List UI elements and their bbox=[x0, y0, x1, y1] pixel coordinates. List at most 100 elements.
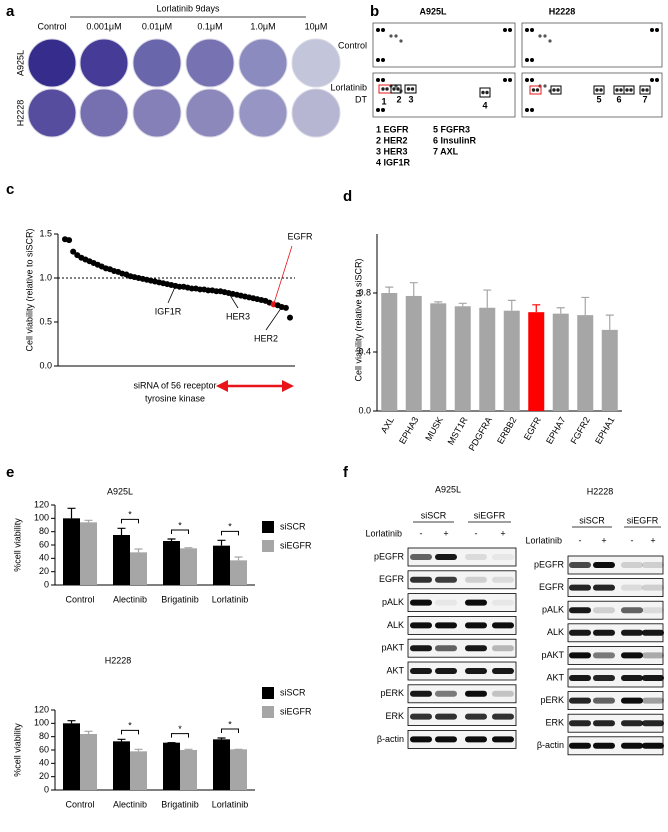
x-tick-label: AXL bbox=[379, 415, 396, 435]
band bbox=[435, 690, 457, 697]
column-label: 1.0μM bbox=[250, 21, 275, 31]
reference-spot bbox=[376, 78, 380, 82]
error-bar bbox=[409, 282, 418, 296]
column-label: 10μM bbox=[305, 21, 328, 31]
error-bar bbox=[434, 301, 443, 304]
blot-frame bbox=[567, 691, 664, 710]
blot-frame bbox=[407, 707, 517, 726]
blot-row-label: ALK bbox=[387, 620, 404, 630]
bar bbox=[213, 739, 230, 790]
band bbox=[621, 562, 643, 568]
faint-spot bbox=[538, 34, 542, 38]
reference-spot bbox=[525, 28, 529, 32]
box-label: 6 bbox=[616, 94, 621, 104]
band bbox=[410, 622, 432, 629]
x-tick-label: MST1R bbox=[446, 415, 470, 447]
annotation: IGF1R bbox=[155, 306, 182, 316]
band bbox=[569, 562, 591, 568]
bar bbox=[113, 741, 130, 790]
band bbox=[492, 713, 514, 720]
band bbox=[621, 652, 643, 659]
spot bbox=[410, 87, 415, 91]
band bbox=[435, 622, 457, 629]
error-bar bbox=[581, 296, 590, 316]
band bbox=[593, 697, 615, 704]
bar bbox=[213, 545, 230, 585]
band bbox=[410, 645, 432, 652]
reference-spot bbox=[503, 78, 507, 82]
treatment-label: Lorlatinib bbox=[525, 535, 562, 545]
bar bbox=[80, 734, 97, 790]
spot bbox=[641, 88, 645, 92]
bar bbox=[577, 315, 594, 411]
y-axis-label: %cell viability bbox=[12, 723, 22, 777]
reference-spot bbox=[650, 78, 654, 82]
legend-swatch bbox=[262, 687, 274, 699]
band bbox=[465, 736, 487, 743]
y-axis-label: Cell viability (relative to siSCR) bbox=[353, 258, 363, 381]
spot bbox=[645, 88, 649, 92]
blot-row-label: β-actin bbox=[377, 734, 404, 744]
blot-frame bbox=[567, 600, 664, 620]
band bbox=[593, 584, 615, 591]
band bbox=[593, 675, 615, 681]
band bbox=[465, 576, 487, 583]
bar bbox=[113, 535, 130, 585]
significance-bracket bbox=[121, 518, 139, 524]
band bbox=[642, 742, 664, 749]
error-bar bbox=[184, 748, 193, 750]
x-tick-label: Brigatinib bbox=[161, 594, 199, 604]
error-bar bbox=[532, 304, 541, 313]
band bbox=[569, 697, 591, 704]
arrow-head bbox=[216, 380, 228, 392]
group-label: siEGFR bbox=[627, 515, 659, 525]
bar bbox=[230, 749, 247, 790]
band bbox=[621, 629, 643, 636]
legend-swatch bbox=[262, 521, 274, 533]
y-tick-label: 80 bbox=[39, 731, 49, 741]
y-tick-label: 0.0 bbox=[358, 405, 371, 415]
reference-spot bbox=[508, 78, 512, 82]
reference-spot bbox=[525, 58, 529, 62]
bar bbox=[454, 306, 471, 411]
band bbox=[435, 668, 457, 674]
blot-frame bbox=[407, 570, 517, 590]
blot-row-label: β-actin bbox=[537, 740, 564, 750]
y-tick-label: 60 bbox=[39, 539, 49, 549]
band bbox=[621, 720, 643, 727]
reference-spot bbox=[376, 108, 380, 112]
band bbox=[465, 599, 487, 606]
y-tick-label: 0.5 bbox=[39, 316, 52, 326]
bar bbox=[163, 742, 180, 790]
legend-swatch bbox=[262, 540, 274, 552]
blot-row-label: ALK bbox=[547, 627, 564, 637]
band bbox=[435, 599, 457, 606]
panel-label: d bbox=[343, 188, 352, 205]
dot bbox=[70, 248, 77, 255]
significance-bracket bbox=[171, 529, 189, 534]
blot-row-label: pERK bbox=[540, 695, 564, 705]
band bbox=[492, 599, 514, 606]
annotation: EGFR bbox=[287, 231, 313, 241]
x-tick-label: EPHA1 bbox=[593, 415, 616, 446]
x-tick-label: FGFR2 bbox=[569, 415, 592, 446]
plate bbox=[27, 88, 77, 138]
band bbox=[569, 652, 591, 659]
error-bar bbox=[67, 507, 76, 519]
band bbox=[410, 554, 432, 560]
blot-row-label: AKT bbox=[546, 672, 564, 682]
bar bbox=[163, 541, 180, 585]
spot bbox=[595, 88, 599, 92]
blot-row-label: EGFR bbox=[539, 582, 565, 592]
bar bbox=[479, 307, 496, 411]
spot-box bbox=[623, 85, 635, 95]
y-tick-label: 0.0 bbox=[39, 360, 52, 370]
band bbox=[642, 720, 664, 727]
chart-title: H2228 bbox=[105, 655, 132, 665]
band bbox=[593, 607, 615, 614]
panel-label: c bbox=[6, 181, 14, 198]
blot-title: H2228 bbox=[587, 486, 614, 496]
x-tick-label: EPHA7 bbox=[544, 415, 567, 446]
bar bbox=[552, 313, 569, 411]
